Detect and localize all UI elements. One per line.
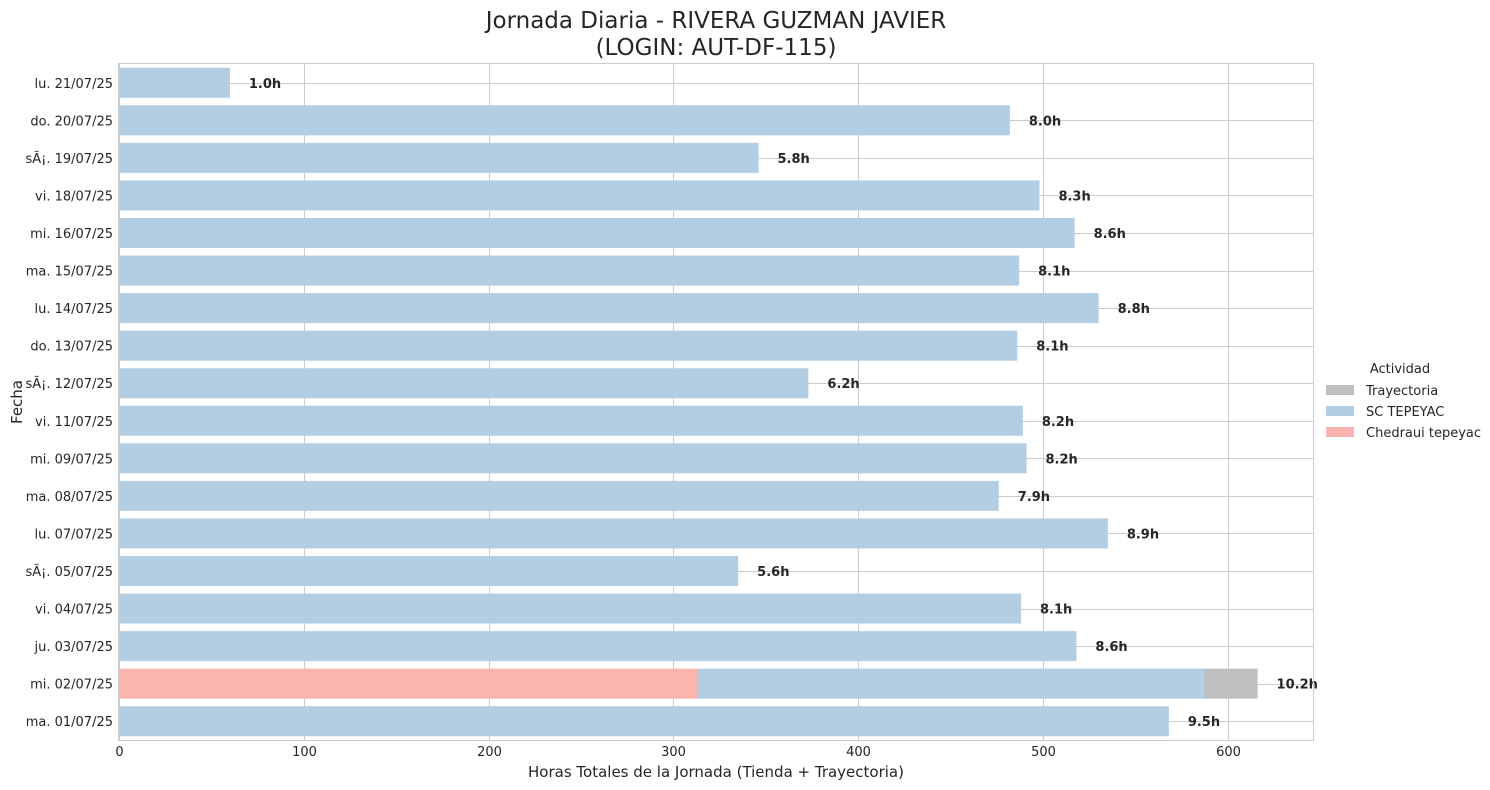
- x-tick-label: 400: [846, 745, 871, 760]
- legend-swatch: [1326, 427, 1354, 437]
- y-axis-label: Fecha: [8, 380, 26, 424]
- y-tick-label: sÃ¡. 05/07/25: [25, 564, 113, 580]
- bar-segment: [119, 443, 1027, 474]
- bar-segment: [119, 330, 1018, 361]
- y-tick-label: lu. 21/07/25: [34, 77, 113, 92]
- bar-segment: [119, 555, 739, 587]
- chart-title-line1: Jornada Diaria - RIVERA GUZMAN JAVIER: [484, 8, 947, 34]
- y-tick-label: ma. 01/07/25: [26, 715, 113, 730]
- x-tick-label: 200: [477, 745, 502, 760]
- bar-value-label: 5.8h: [778, 152, 810, 167]
- legend-swatch: [1326, 385, 1354, 395]
- y-tick-label: vi. 04/07/25: [35, 603, 113, 618]
- bar-value-label: 10.2h: [1277, 678, 1318, 693]
- bar-segment: [119, 631, 1077, 662]
- bar-segment: [119, 67, 230, 98]
- x-tick-label: 300: [661, 745, 686, 760]
- y-tick-label: mi. 09/07/25: [30, 452, 113, 467]
- legend-title: Actividad: [1370, 362, 1430, 377]
- bar-segment: [119, 293, 1099, 324]
- bar-segment: [119, 180, 1040, 211]
- bar-value-label: 8.1h: [1038, 265, 1070, 280]
- bar-value-label: 8.2h: [1042, 415, 1074, 430]
- legend: Actividad Trayectoria SC TEPEYAC Chedraui …: [1326, 362, 1481, 441]
- plot-frame: [118, 63, 1314, 741]
- y-tick-label: vi. 11/07/25: [35, 415, 113, 430]
- bar-value-label: 1.0h: [249, 77, 281, 92]
- bar-segment: [119, 668, 698, 699]
- y-tick-label: lu. 14/07/25: [34, 302, 113, 317]
- bar-value-label: 6.2h: [827, 377, 859, 392]
- x-axis-label: Horas Totales de la Jornada (Tienda + Tr…: [528, 763, 904, 781]
- chart-title-line2: (LOGIN: AUT-DF-115): [596, 35, 837, 61]
- x-tick-label: 100: [292, 745, 317, 760]
- bar-segment: [119, 405, 1023, 436]
- bar-value-label: 8.8h: [1118, 302, 1150, 317]
- x-axis-ticks: 0 100 200 300 400 500 600: [115, 745, 1241, 760]
- y-tick-label: lu. 07/07/25: [34, 527, 113, 542]
- bar-value-label: 8.6h: [1095, 640, 1127, 655]
- bar-segment: [119, 480, 999, 511]
- y-tick-label: ma. 15/07/25: [26, 265, 113, 280]
- bar-value-label: 8.9h: [1127, 527, 1159, 542]
- legend-entry: Trayectoria: [1365, 384, 1438, 399]
- bar-segment: [119, 142, 759, 173]
- y-tick-label: do. 13/07/25: [30, 340, 113, 355]
- bar-value-label: 8.2h: [1046, 452, 1078, 467]
- bar-value-label: 8.1h: [1040, 603, 1072, 618]
- y-tick-label: sÃ¡. 12/07/25: [25, 376, 113, 392]
- y-tick-label: sÃ¡. 19/07/25: [25, 151, 113, 167]
- legend-swatch: [1326, 406, 1354, 416]
- y-tick-label: do. 20/07/25: [30, 114, 113, 129]
- bar-value-label: 5.6h: [757, 565, 789, 580]
- bar-value-label: 8.3h: [1058, 189, 1090, 204]
- bar-segment: [697, 668, 1204, 699]
- legend-entry: SC TEPEYAC: [1366, 405, 1444, 420]
- bars: [119, 67, 1258, 737]
- bar-segment: [119, 255, 1020, 286]
- y-tick-label: vi. 18/07/25: [35, 189, 113, 204]
- bar-segment: [119, 706, 1169, 737]
- bar-value-label: 9.5h: [1188, 715, 1220, 730]
- y-axis-ticks: lu. 21/07/25 do. 20/07/25 sÃ¡. 19/07/25 vi.…: [25, 77, 113, 730]
- bar-segment: [119, 368, 809, 399]
- legend-entry: Chedraui tepeyac: [1366, 426, 1481, 441]
- y-tick-label: ju. 03/07/25: [33, 640, 113, 655]
- bar-segment: [119, 593, 1021, 624]
- bar-segment: [1203, 668, 1258, 699]
- bar-value-label: 8.0h: [1029, 114, 1061, 129]
- y-tick-label: mi. 02/07/25: [30, 678, 113, 693]
- bar-segment: [119, 518, 1108, 549]
- y-tick-label: mi. 16/07/25: [30, 227, 113, 242]
- bar-labels: 1.0h 8.0h 5.8h 8.3h 8.6h 8.1h 8.8h 8.1h 6.2h 8.2h…: [249, 77, 1318, 730]
- x-tick-label: 500: [1031, 745, 1056, 760]
- bar-segment: [119, 105, 1010, 136]
- x-tick-label: 0: [115, 745, 123, 760]
- bar-value-label: 8.1h: [1036, 340, 1068, 355]
- bar-segment: [119, 217, 1075, 249]
- bar-value-label: 7.9h: [1018, 490, 1050, 505]
- bar-value-label: 8.6h: [1094, 227, 1126, 242]
- x-tick-label: 600: [1216, 745, 1241, 760]
- y-tick-label: ma. 08/07/25: [26, 490, 113, 505]
